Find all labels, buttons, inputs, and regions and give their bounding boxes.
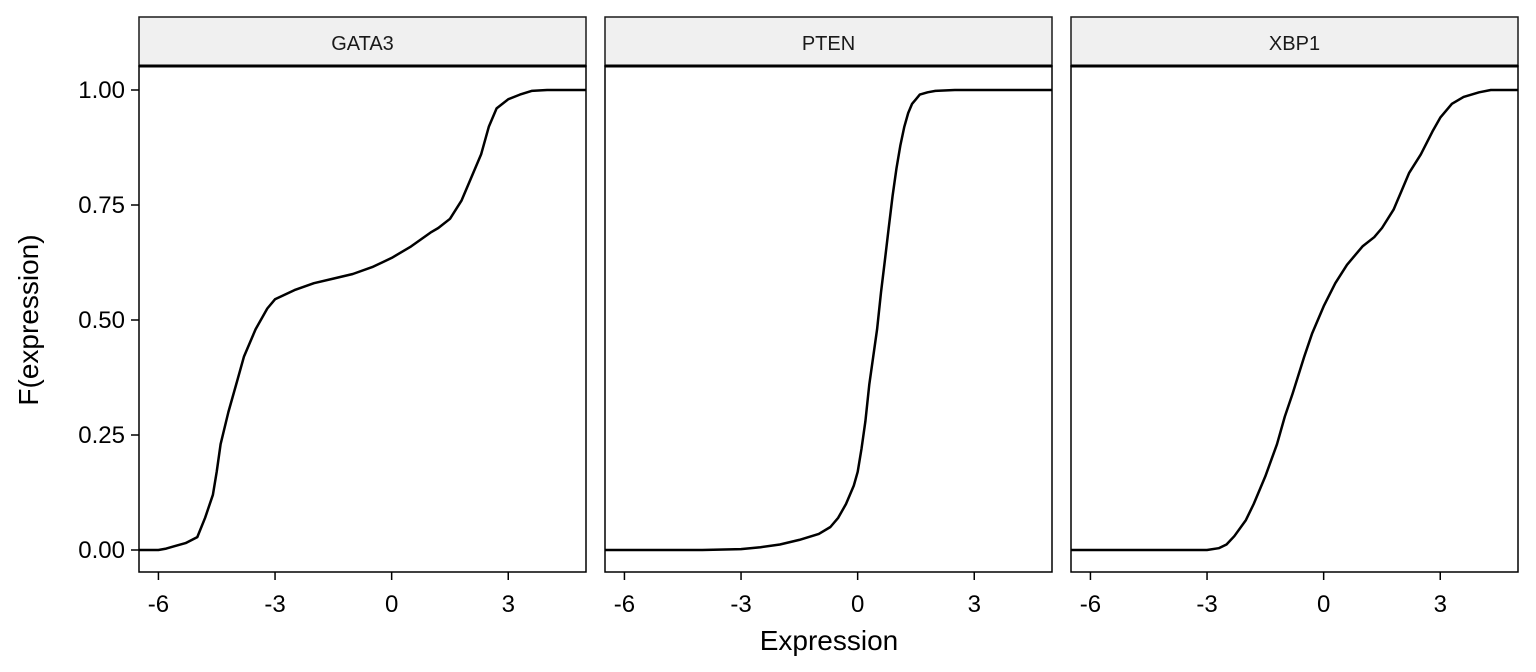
x-tick-label: -3: [264, 591, 285, 618]
ecdf-line-gata3: [139, 88, 586, 552]
plot-area: [1070, 65, 1519, 573]
x-axis-title: Expression: [760, 625, 899, 656]
ecdf-line-pten: [605, 88, 1052, 552]
plot-area: [138, 65, 587, 573]
x-tick-label: -6: [614, 591, 635, 618]
y-axis: 0.00 0.25 0.50 0.75 1.00: [78, 77, 139, 564]
x-axes: -6 -3 0 3 -6 -3 0 3 -6 -3 0 3: [148, 572, 1447, 618]
panel-xbp1: XBP1: [1070, 16, 1519, 573]
strip-background: [604, 16, 1053, 67]
x-tick-label: 3: [1434, 591, 1447, 618]
facet-panels: GATA3 PTEN XBP1: [138, 16, 1519, 573]
strip-background: [1070, 16, 1519, 67]
y-tick-label: 0.50: [78, 307, 125, 334]
panel-gata3: GATA3: [138, 16, 587, 573]
strip-label: XBP1: [1269, 33, 1320, 55]
plot-area: [604, 65, 1053, 573]
x-tick-label: 3: [968, 591, 981, 618]
x-tick-label: 3: [502, 591, 515, 618]
x-tick-label: 0: [1317, 591, 1330, 618]
x-tick-label: -6: [1080, 591, 1101, 618]
strip-label: PTEN: [802, 33, 855, 55]
panel-pten: PTEN: [604, 16, 1053, 573]
x-tick-label: 0: [385, 591, 398, 618]
x-tick-label: -6: [148, 591, 169, 618]
y-tick-label: 0.75: [78, 192, 125, 219]
strip-background: [138, 16, 587, 67]
y-tick-label: 0.25: [78, 422, 125, 449]
y-tick-label: 0.00: [78, 537, 125, 564]
x-tick-label: -3: [730, 591, 751, 618]
strip-label: GATA3: [331, 33, 394, 55]
x-tick-label: -3: [1196, 591, 1217, 618]
x-tick-label: 0: [851, 591, 864, 618]
y-tick-label: 1.00: [78, 77, 125, 104]
y-axis-title: F(expression): [13, 234, 44, 405]
ecdf-line-xbp1: [1071, 88, 1518, 552]
